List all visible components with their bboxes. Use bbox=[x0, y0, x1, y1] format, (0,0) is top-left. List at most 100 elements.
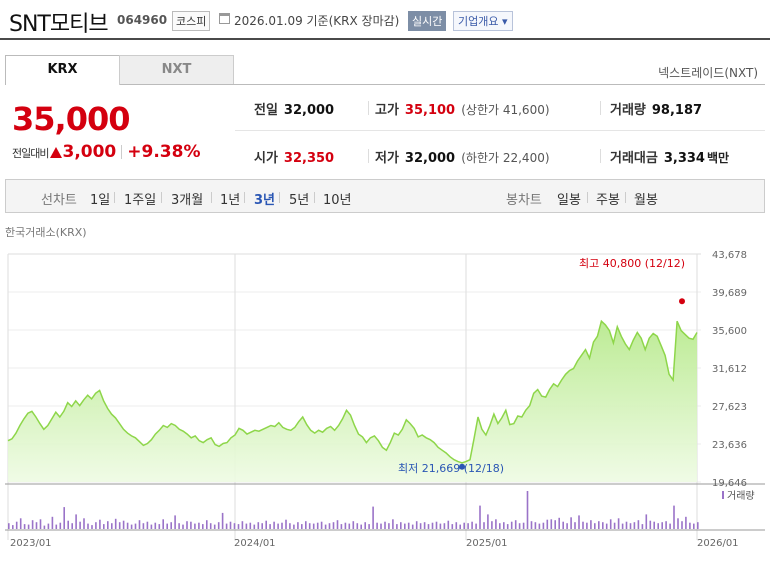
volume-bar bbox=[602, 522, 604, 529]
nxt-link[interactable]: 넥스트레이드(NXT) bbox=[658, 66, 758, 80]
open-label: 시가 bbox=[254, 151, 278, 166]
volume-bar bbox=[368, 524, 370, 529]
calendar-icon bbox=[219, 13, 230, 24]
volume-bar bbox=[174, 515, 176, 529]
volume-legend: 거래량 bbox=[727, 490, 755, 502]
volume-bar bbox=[289, 523, 291, 529]
volume-bar bbox=[51, 516, 54, 529]
volume-bar bbox=[423, 522, 426, 529]
quote-high: 고가 35,100 (상한가 41,600) bbox=[375, 99, 550, 118]
volume-bar bbox=[669, 523, 671, 529]
company-info-dropdown[interactable]: 기업개요 ▾ bbox=[453, 11, 513, 31]
volume-bar bbox=[154, 522, 157, 529]
high-marker bbox=[679, 298, 685, 305]
volume-bar bbox=[510, 521, 513, 529]
candle-daily[interactable]: 일봉 bbox=[557, 193, 581, 208]
candle-chart-label: 봉차트 bbox=[506, 193, 542, 208]
volume-bar bbox=[71, 523, 73, 529]
candle-monthly[interactable]: 월봉 bbox=[634, 193, 658, 208]
market-badge: 코스피 bbox=[172, 11, 211, 31]
volume-bar bbox=[609, 519, 612, 529]
volume-bar bbox=[376, 522, 378, 529]
volume-bar bbox=[59, 522, 62, 529]
open-value: 32,350 bbox=[283, 151, 335, 166]
volume-bar bbox=[344, 522, 347, 529]
high-label: 고가 bbox=[375, 103, 399, 118]
volume-bar bbox=[419, 523, 422, 529]
line-chart-label: 선차트 bbox=[41, 193, 77, 208]
realtime-button[interactable]: 실시간 bbox=[408, 11, 447, 31]
chevron-down-icon: ▾ bbox=[501, 15, 508, 28]
volume-bar bbox=[566, 523, 568, 529]
volume-bar bbox=[229, 521, 232, 529]
volume-bar bbox=[237, 524, 240, 529]
price-area bbox=[8, 321, 697, 482]
volume-bar bbox=[522, 522, 525, 529]
volume-bar bbox=[312, 523, 315, 529]
volume-bar bbox=[526, 491, 529, 529]
period-3m[interactable]: 3개월 bbox=[171, 193, 204, 208]
volume-bar bbox=[111, 523, 113, 529]
volume-bar bbox=[356, 523, 359, 529]
volume-bar bbox=[534, 522, 537, 529]
low-marker bbox=[459, 463, 466, 470]
volume-bar bbox=[293, 524, 295, 529]
volume-bar bbox=[372, 506, 374, 529]
stock-name[interactable]: SNT모티브 bbox=[9, 12, 109, 37]
volume-bar bbox=[633, 522, 636, 529]
period-10y[interactable]: 10년 bbox=[323, 193, 352, 208]
volume-bar bbox=[352, 521, 355, 529]
y-tick-label: 27,623 bbox=[712, 402, 747, 413]
volume-bar bbox=[649, 520, 652, 529]
volume-bar bbox=[499, 523, 501, 529]
volume-bar bbox=[221, 512, 224, 529]
quote-volume: 거래량 98,187 bbox=[610, 99, 702, 118]
high-annotation: 최고 40,800 (12/12) bbox=[579, 257, 685, 270]
volume-bar bbox=[166, 523, 168, 529]
volume-bar bbox=[328, 523, 331, 529]
y-tick-label: 31,612 bbox=[712, 364, 747, 375]
volume-bar bbox=[348, 523, 351, 529]
volume-bar bbox=[269, 524, 271, 529]
divider bbox=[121, 145, 123, 159]
tab-divider bbox=[120, 84, 765, 85]
volume-bar bbox=[681, 521, 683, 529]
volume-bar bbox=[657, 523, 659, 529]
volume-bar bbox=[170, 522, 172, 529]
period-3y[interactable]: 3년 bbox=[254, 193, 276, 208]
up-arrow-icon bbox=[50, 147, 63, 158]
volume-bar bbox=[301, 524, 303, 529]
volume-bar bbox=[590, 520, 592, 529]
volume-bar bbox=[122, 520, 125, 529]
volume-bar bbox=[475, 523, 477, 529]
candle-weekly[interactable]: 주봉 bbox=[596, 193, 620, 208]
period-1w[interactable]: 1주일 bbox=[124, 193, 157, 208]
divider bbox=[368, 101, 369, 115]
y-tick-label: 35,600 bbox=[712, 326, 747, 337]
volume-bar bbox=[146, 521, 149, 529]
y-tick-label: 23,636 bbox=[712, 440, 747, 451]
period-5y[interactable]: 5년 bbox=[289, 193, 310, 208]
volume-bar bbox=[114, 518, 117, 529]
volume-bar bbox=[404, 523, 406, 529]
volume-bar bbox=[91, 525, 93, 529]
volume-bar bbox=[233, 523, 236, 529]
period-1d[interactable]: 1일 bbox=[90, 193, 111, 208]
x-tick-label: 2024/01 bbox=[234, 538, 276, 549]
volume-bar bbox=[388, 523, 390, 529]
volume-bar bbox=[582, 521, 584, 529]
volume-bar bbox=[285, 519, 287, 529]
volume-bar bbox=[503, 522, 505, 529]
volume-bar bbox=[324, 524, 327, 529]
period-1y[interactable]: 1년 bbox=[220, 193, 241, 208]
volume-bar bbox=[75, 514, 77, 529]
volume-bar bbox=[130, 524, 133, 529]
volume-bar bbox=[487, 514, 489, 529]
volume-bar bbox=[693, 523, 695, 529]
x-tick-label: 2025/01 bbox=[466, 538, 508, 549]
volume-bar bbox=[316, 522, 319, 529]
amount-label: 거래대금 bbox=[610, 151, 658, 166]
volume-bar bbox=[435, 521, 438, 529]
volume-bar bbox=[578, 515, 580, 529]
